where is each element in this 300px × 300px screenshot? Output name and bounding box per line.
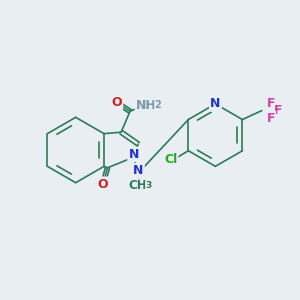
Text: Cl: Cl	[164, 153, 177, 166]
Text: F: F	[267, 97, 275, 110]
Text: CH: CH	[128, 179, 147, 192]
Text: F: F	[267, 112, 275, 124]
Text: N: N	[133, 164, 144, 177]
Text: NH: NH	[136, 99, 157, 112]
Text: O: O	[98, 178, 108, 191]
Text: F: F	[274, 104, 282, 117]
Text: N: N	[128, 148, 139, 161]
Text: O: O	[111, 96, 122, 109]
Text: 3: 3	[146, 181, 152, 190]
Text: 2: 2	[155, 100, 161, 110]
Text: N: N	[210, 98, 220, 110]
